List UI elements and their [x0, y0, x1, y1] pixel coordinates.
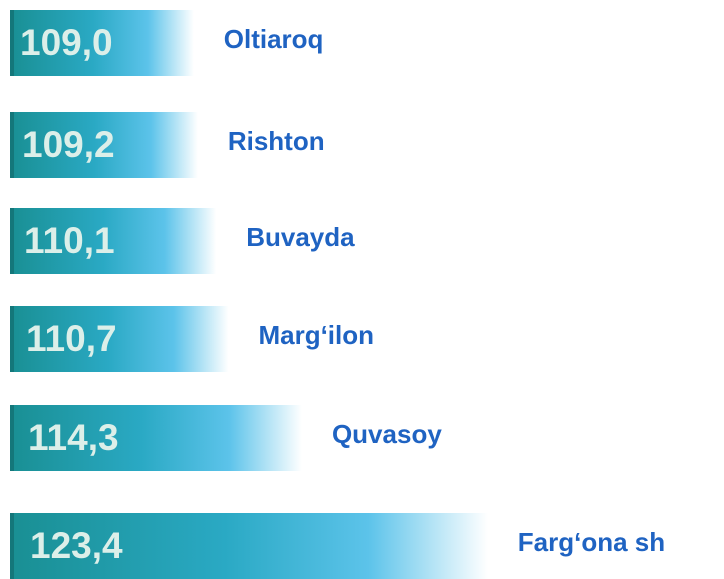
value-label: 110,7 [26, 318, 117, 359]
value-label: 110,1 [24, 220, 115, 261]
bar [10, 513, 488, 579]
category-label: Farg‘ona sh [518, 527, 665, 557]
bar-edge [10, 10, 14, 76]
bar-edge [10, 306, 14, 372]
bar-edge [10, 208, 14, 274]
bar [10, 306, 229, 372]
bar-edge [10, 513, 14, 579]
value-label: 114,3 [28, 417, 119, 458]
category-label: Marg‘ilon [258, 320, 374, 350]
bar [10, 405, 302, 471]
category-label: Rishton [228, 126, 325, 156]
bar [10, 112, 198, 178]
bar [10, 10, 194, 76]
bar [10, 208, 217, 274]
bar-edge [10, 405, 14, 471]
category-label: Quvasoy [332, 419, 442, 449]
bar-edge [10, 112, 14, 178]
value-label: 109,2 [22, 124, 115, 165]
value-label: 109,0 [20, 22, 113, 63]
value-label: 123,4 [30, 525, 123, 566]
category-label: Buvayda [246, 222, 355, 252]
category-label: Oltiaroq [224, 24, 324, 54]
